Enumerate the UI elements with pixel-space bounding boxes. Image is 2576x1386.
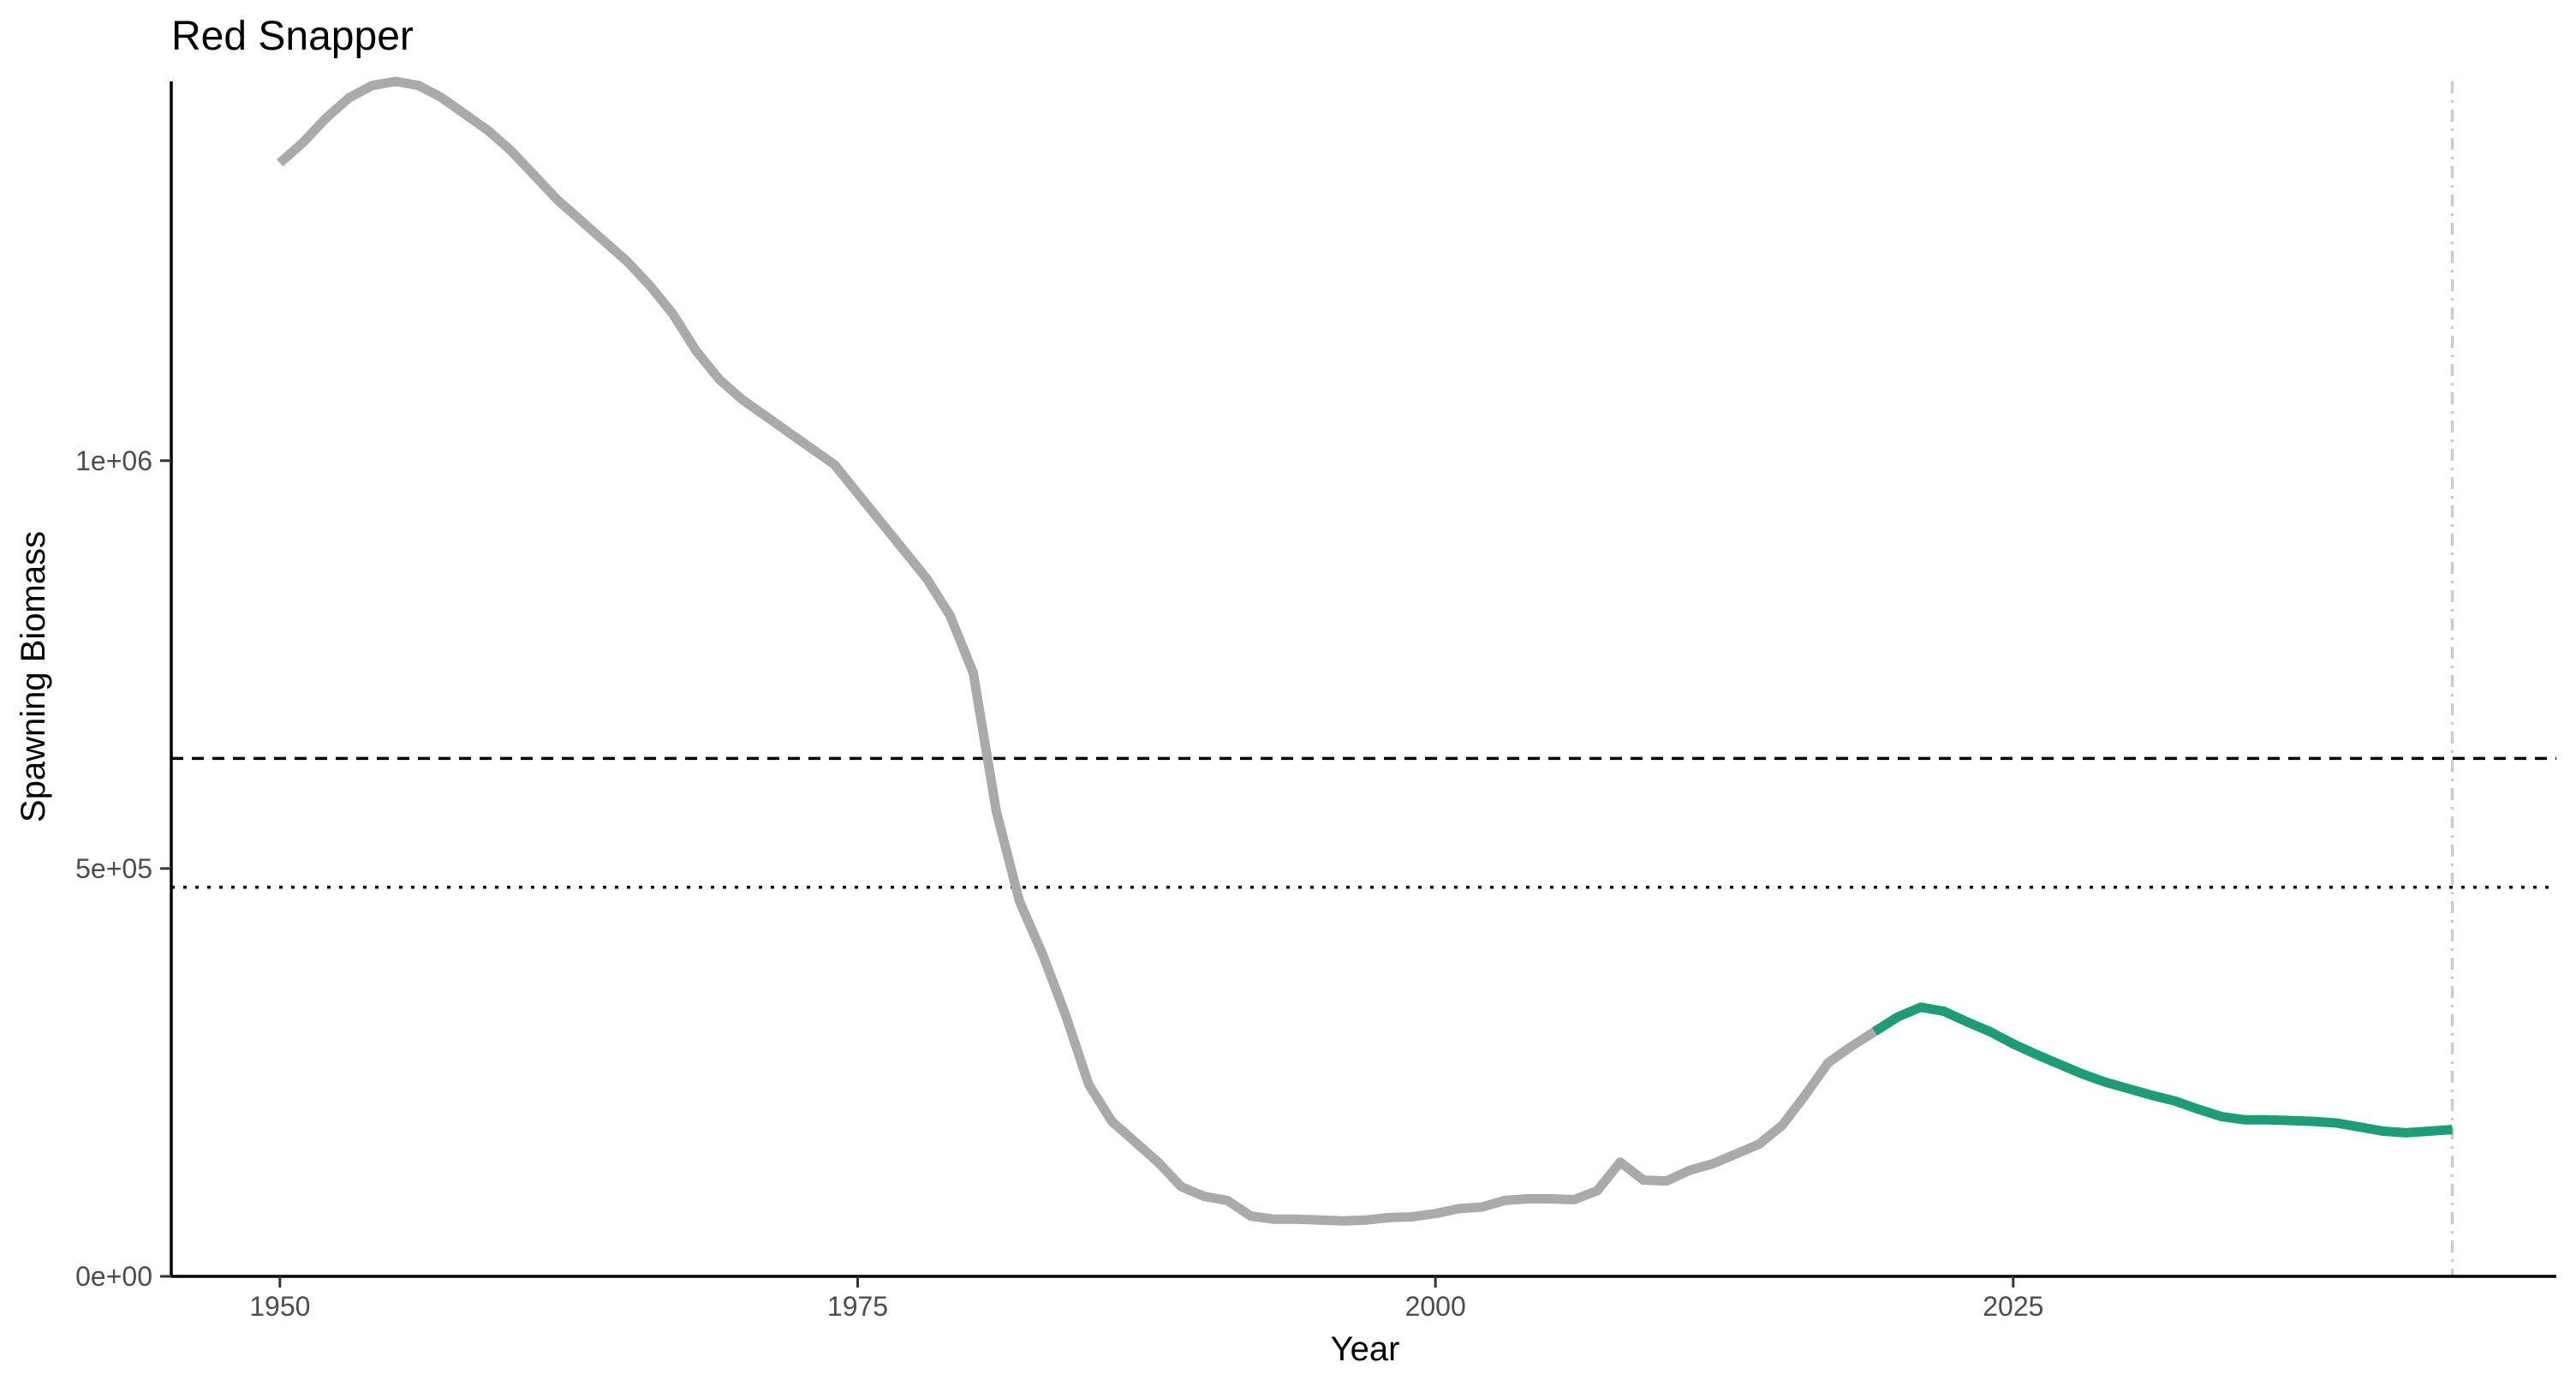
y-ticks: 0e+00 5e+05 1e+06 [75, 445, 171, 1292]
x-tick-label: 2000 [1405, 1291, 1466, 1322]
x-tick-label: 2025 [1983, 1291, 2043, 1322]
x-ticks: 1950 1975 2000 2025 [249, 1276, 2043, 1322]
chart-title: Red Snapper [171, 14, 414, 59]
y-tick-label: 1e+06 [75, 445, 152, 476]
y-axis-label: Spawning Biomass [15, 531, 52, 822]
y-tick-label: 5e+05 [75, 853, 152, 884]
series-group [277, 76, 2453, 1226]
x-tick-label: 1950 [249, 1291, 310, 1322]
axes [170, 81, 2556, 1278]
series-line-projection [1871, 1002, 2453, 1138]
x-tick-label: 1975 [827, 1291, 888, 1322]
reference-lines [171, 756, 2556, 889]
x-axis-label: Year [1331, 1330, 1400, 1368]
series-line-historical [277, 76, 1877, 1226]
y-tick-label: 0e+00 [75, 1261, 152, 1292]
